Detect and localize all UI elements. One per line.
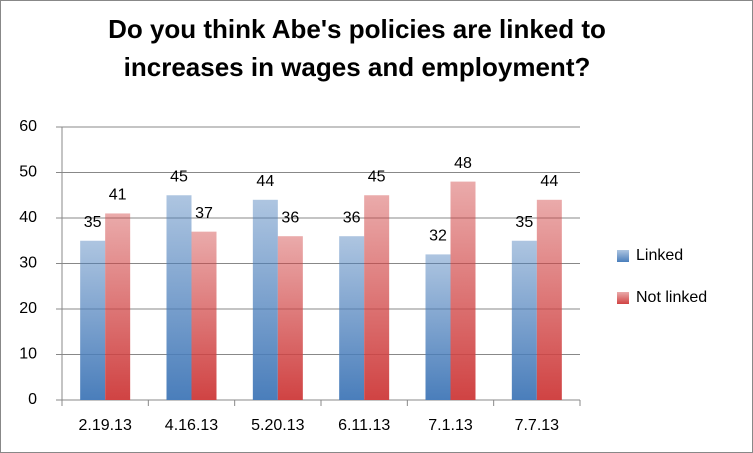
y-tick-label: 40 (19, 209, 37, 226)
bar (191, 231, 217, 400)
bar (105, 213, 131, 400)
y-tick-label: 30 (19, 255, 37, 272)
chart-title: Do you think Abe's policies are linked t… (108, 14, 606, 82)
value-label: 41 (109, 187, 127, 204)
bar (252, 199, 278, 400)
bar (80, 240, 106, 400)
x-tick-label: 5.20.13 (251, 417, 304, 434)
value-label: 48 (454, 155, 472, 172)
value-label: 36 (343, 209, 361, 226)
bar (536, 199, 562, 400)
value-label: 45 (368, 168, 386, 185)
y-tick-label: 50 (19, 164, 37, 181)
value-label: 44 (256, 173, 274, 190)
x-tick-label: 6.11.13 (338, 417, 390, 434)
y-tick-label: 0 (28, 391, 37, 408)
value-label: 35 (84, 214, 102, 231)
bar (511, 240, 537, 400)
legend-label: Linked (636, 247, 683, 264)
y-tick-label: 20 (19, 300, 37, 317)
bar (364, 195, 390, 400)
x-tick-label: 7.7.13 (515, 417, 560, 434)
legend-label: Not linked (636, 289, 707, 306)
bar (450, 181, 476, 400)
value-label: 44 (540, 173, 558, 190)
bar (277, 236, 303, 400)
y-tick-label: 60 (19, 118, 37, 135)
x-tick-label: 7.1.13 (428, 417, 473, 434)
value-label: 45 (170, 168, 188, 185)
x-tick-label: 4.16.13 (165, 417, 218, 434)
bar (425, 254, 451, 400)
bar (166, 195, 192, 400)
value-label: 32 (429, 228, 447, 245)
y-tick-label: 10 (19, 346, 37, 363)
value-label: 36 (281, 209, 299, 226)
x-tick-label: 2.19.13 (78, 417, 131, 434)
value-label: 37 (195, 205, 213, 222)
bar (339, 236, 365, 400)
legend-swatch (617, 292, 629, 304)
value-label: 35 (515, 214, 533, 231)
legend-swatch (617, 250, 629, 262)
